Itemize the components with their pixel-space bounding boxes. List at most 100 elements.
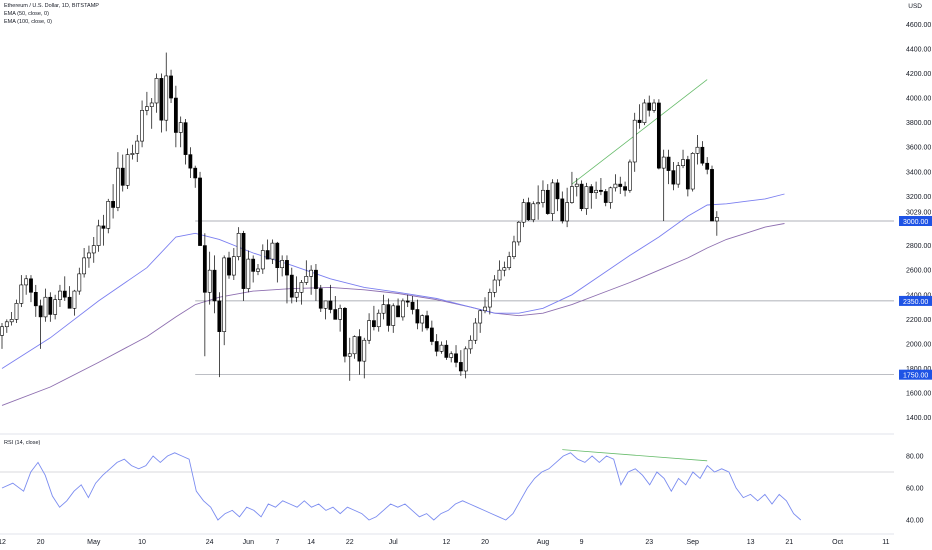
candle-body bbox=[372, 320, 376, 328]
candle-body bbox=[256, 268, 260, 272]
price-tick-label: 2000.00 bbox=[906, 341, 931, 348]
candle-body bbox=[656, 102, 661, 169]
candle-body bbox=[38, 305, 43, 318]
candle-body bbox=[429, 327, 434, 342]
candle-body bbox=[260, 250, 265, 270]
rsi-tick-label: 60.00 bbox=[906, 486, 924, 493]
price-tick-label: 2600.00 bbox=[906, 268, 931, 275]
price-tick-label: 3400.00 bbox=[906, 169, 931, 176]
candle-body bbox=[299, 282, 304, 293]
time-tick-label: 11 bbox=[882, 539, 889, 546]
candle-body bbox=[318, 288, 323, 309]
candle-body bbox=[198, 177, 202, 246]
candle-body bbox=[526, 202, 531, 221]
candle-body bbox=[285, 260, 289, 276]
time-tick-label: Sep bbox=[686, 539, 699, 546]
candle-body bbox=[396, 305, 400, 318]
candle-body bbox=[439, 344, 444, 352]
candle-body bbox=[400, 300, 405, 318]
candle-body bbox=[531, 203, 536, 221]
candle-body bbox=[352, 336, 357, 355]
candle-body bbox=[516, 221, 521, 243]
candle-body bbox=[222, 257, 227, 332]
candle-body bbox=[246, 258, 251, 289]
candle-body bbox=[183, 122, 188, 155]
candle-body bbox=[613, 183, 618, 189]
legend-rsi: RSI (14, close) bbox=[4, 440, 41, 446]
time-tick-label: 9 bbox=[580, 539, 584, 546]
rsi-tick-label: 80.00 bbox=[906, 454, 924, 461]
candle-body bbox=[594, 189, 598, 194]
candle-body bbox=[164, 75, 169, 121]
candle-body bbox=[647, 102, 652, 111]
time-tick-label: 22 bbox=[346, 539, 354, 546]
candle-body bbox=[652, 102, 656, 111]
candle-body bbox=[241, 232, 246, 289]
candle-body bbox=[304, 276, 309, 283]
candle-body bbox=[570, 186, 574, 203]
candle-body bbox=[62, 290, 67, 298]
candle-body bbox=[130, 153, 135, 155]
candle-body bbox=[280, 260, 285, 269]
candle-body bbox=[599, 189, 603, 192]
candle-body bbox=[116, 167, 120, 208]
price-tick-label: 2400.00 bbox=[906, 292, 931, 299]
candle-body bbox=[627, 161, 632, 191]
legend-ema50: EMA (50, close, 0) bbox=[4, 11, 49, 17]
candle-body bbox=[478, 310, 483, 324]
rsi-line bbox=[1, 452, 802, 521]
time-tick-label: 10 bbox=[138, 539, 146, 546]
price-tick-label: 4400.00 bbox=[906, 46, 931, 53]
time-tick-label: 14 bbox=[307, 539, 315, 546]
price-tick-label: 4200.00 bbox=[906, 71, 931, 78]
time-tick-label: 12 bbox=[442, 539, 450, 546]
candle-body bbox=[135, 140, 140, 154]
candle-body bbox=[685, 159, 690, 190]
candle-body bbox=[154, 78, 159, 104]
candle-body bbox=[87, 252, 91, 259]
candle-body bbox=[0, 326, 4, 336]
time-tick-label: 20 bbox=[481, 539, 489, 546]
candle-body bbox=[294, 292, 299, 298]
candle-body bbox=[323, 300, 328, 309]
candle-body bbox=[458, 362, 463, 372]
candle-body bbox=[623, 186, 627, 191]
candle-body bbox=[705, 162, 710, 170]
level-badge bbox=[899, 369, 932, 380]
candle-body bbox=[376, 312, 381, 328]
candle-body bbox=[545, 189, 550, 214]
level-badge-label: 1750.00 bbox=[903, 373, 928, 380]
price-tick-label: 1600.00 bbox=[906, 391, 931, 398]
candle-body bbox=[367, 320, 371, 341]
candle-body bbox=[487, 292, 492, 308]
candle-body bbox=[386, 304, 391, 326]
candle-body bbox=[207, 269, 212, 293]
candle-body bbox=[333, 309, 338, 320]
candle-body bbox=[681, 159, 685, 166]
candle-body bbox=[555, 182, 560, 200]
candle-body bbox=[574, 183, 579, 187]
candle-body bbox=[91, 245, 96, 254]
candle-body bbox=[444, 344, 449, 358]
candle-body bbox=[700, 146, 705, 164]
legend-ema100: EMA (100, close, 0) bbox=[4, 19, 52, 25]
rsi-divergence-line bbox=[562, 449, 708, 462]
candle-body bbox=[603, 191, 608, 203]
candle-body bbox=[690, 153, 695, 190]
candle-body bbox=[314, 269, 318, 289]
candle-body bbox=[637, 119, 642, 123]
time-tick-label: Oct bbox=[832, 539, 843, 546]
candle-body bbox=[4, 321, 9, 328]
candle-body bbox=[33, 292, 38, 307]
candle-body bbox=[289, 274, 294, 298]
candle-body bbox=[579, 183, 584, 210]
candle-body bbox=[231, 256, 236, 276]
ema50-line bbox=[1, 193, 785, 369]
legend-symbol: Ethereum / U.S. Dollar, 1D, BITSTAMP bbox=[4, 3, 99, 9]
candle-body bbox=[468, 339, 473, 350]
candle-body bbox=[642, 102, 647, 123]
candle-body bbox=[188, 154, 193, 169]
price-tick-label: 1800.00 bbox=[906, 366, 931, 373]
candle-body bbox=[227, 257, 231, 276]
